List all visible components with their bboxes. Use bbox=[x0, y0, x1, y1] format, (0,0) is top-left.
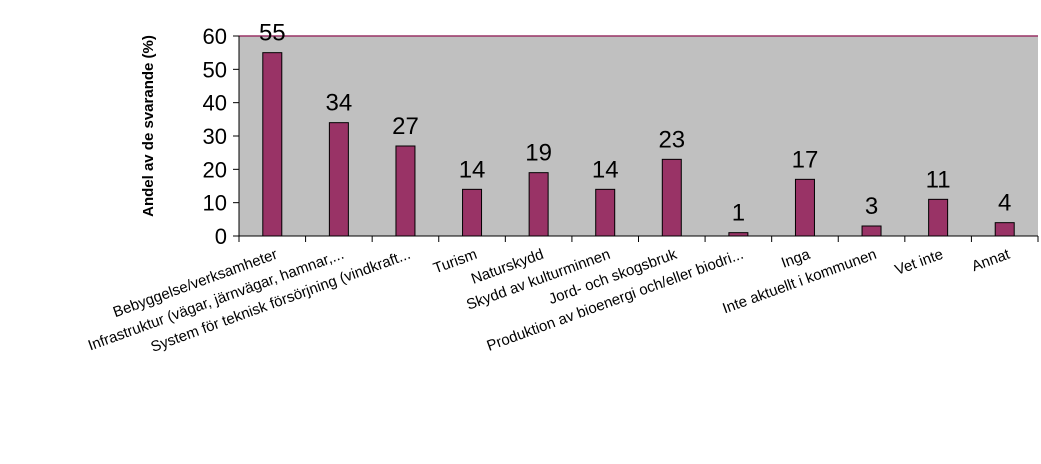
bar bbox=[395, 145, 416, 237]
data-labels: 55 34 27 14 19 14 23 1 17 3 11 4 bbox=[259, 20, 1011, 227]
category-label: Inga bbox=[779, 246, 813, 272]
y-tick-label: 40 bbox=[203, 91, 227, 116]
y-tick-labels: 0 10 20 30 40 50 60 bbox=[203, 24, 227, 249]
bar bbox=[462, 188, 483, 237]
y-tick-label: 0 bbox=[215, 224, 227, 249]
bars bbox=[262, 52, 1015, 237]
data-label: 11 bbox=[926, 166, 951, 193]
data-label: 34 bbox=[326, 90, 353, 117]
y-axis-label: Andel av de svarande (%) bbox=[140, 35, 157, 217]
bar bbox=[595, 188, 616, 237]
data-label: 23 bbox=[658, 126, 685, 153]
data-label: 14 bbox=[592, 156, 619, 183]
bar bbox=[794, 178, 815, 237]
y-tick-label: 30 bbox=[203, 124, 227, 149]
data-label: 17 bbox=[792, 146, 819, 173]
plot-area bbox=[239, 36, 1038, 236]
data-label: 55 bbox=[259, 20, 286, 47]
y-tick-label: 60 bbox=[203, 24, 227, 49]
data-label: 3 bbox=[865, 193, 878, 220]
y-tick-label: 10 bbox=[203, 191, 227, 216]
axes bbox=[233, 35, 1039, 242]
bar bbox=[728, 232, 749, 237]
bar bbox=[994, 222, 1015, 237]
category-label: Vet inte bbox=[893, 246, 946, 279]
y-tick-label: 20 bbox=[203, 157, 227, 182]
y-tick-label: 50 bbox=[203, 57, 227, 82]
bar bbox=[262, 52, 283, 237]
data-label: 1 bbox=[732, 200, 745, 227]
data-label: 19 bbox=[525, 140, 552, 167]
bar bbox=[928, 198, 949, 237]
bar bbox=[861, 225, 882, 237]
bar bbox=[328, 122, 349, 237]
category-label: Annat bbox=[969, 246, 1012, 276]
data-label: 27 bbox=[392, 113, 419, 140]
data-label: 14 bbox=[459, 156, 486, 183]
bar bbox=[528, 172, 549, 237]
data-label: 4 bbox=[998, 190, 1011, 217]
bar bbox=[661, 158, 682, 237]
